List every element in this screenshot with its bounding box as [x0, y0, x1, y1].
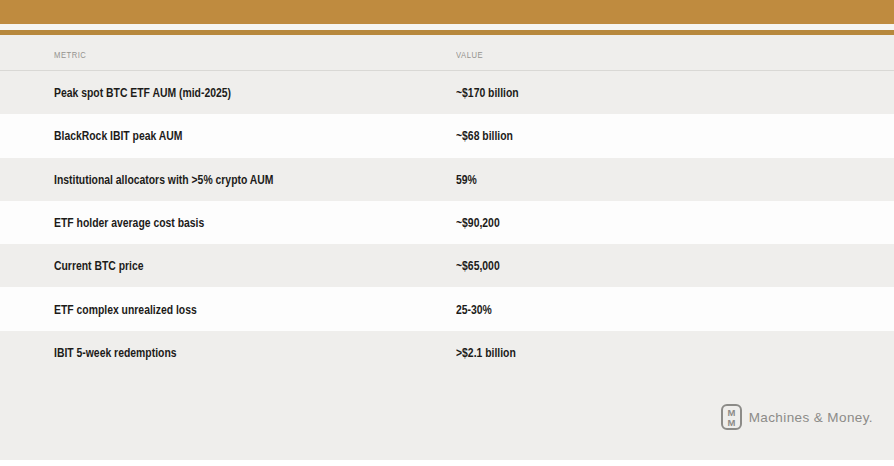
- metric-text: BlackRock IBIT peak AUM: [54, 128, 183, 143]
- brand-name: Machines & Money.: [749, 410, 873, 425]
- value-text: ~$65,000: [456, 258, 500, 273]
- value-text: ~$68 billion: [456, 128, 513, 143]
- bottom-strip: [0, 460, 894, 466]
- metric-text: ETF holder average cost basis: [54, 215, 204, 230]
- value-cell: ~$68 billion: [456, 128, 894, 143]
- table-header-row: METRIC VALUE: [0, 35, 894, 71]
- metric-cell: Peak spot BTC ETF AUM (mid-2025): [0, 85, 456, 100]
- metric-text: Peak spot BTC ETF AUM (mid-2025): [54, 85, 231, 100]
- metric-text: IBIT 5-week redemptions: [54, 345, 177, 360]
- table-row: Current BTC price ~$65,000: [0, 244, 894, 287]
- table-row: IBIT 5-week redemptions >$2.1 billion: [0, 331, 894, 374]
- column-header-value: VALUE: [456, 50, 483, 60]
- value-cell: ~$170 billion: [456, 85, 894, 100]
- value-text: ~$170 billion: [456, 85, 519, 100]
- value-cell: 25-30%: [456, 302, 894, 317]
- value-text: ~$90,200: [456, 215, 500, 230]
- svg-text:M: M: [727, 407, 735, 418]
- value-text: >$2.1 billion: [456, 345, 516, 360]
- value-text: 59%: [456, 172, 477, 187]
- table-row: BlackRock IBIT peak AUM ~$68 billion: [0, 114, 894, 157]
- metric-text: Current BTC price: [54, 258, 144, 273]
- footer: M M Machines & Money.: [0, 374, 894, 460]
- table-row: Peak spot BTC ETF AUM (mid-2025) ~$170 bi…: [0, 71, 894, 114]
- svg-text:M: M: [727, 417, 735, 428]
- metric-cell: Institutional allocators with >5% crypto…: [0, 172, 456, 187]
- metric-cell: ETF complex unrealized loss: [0, 302, 456, 317]
- metric-text: Institutional allocators with >5% crypto…: [54, 172, 273, 187]
- metric-cell: IBIT 5-week redemptions: [0, 345, 456, 360]
- table-row: ETF holder average cost basis ~$90,200: [0, 201, 894, 244]
- value-text: 25-30%: [456, 302, 492, 317]
- column-header-metric: METRIC: [54, 50, 86, 60]
- table-row: Institutional allocators with >5% crypto…: [0, 158, 894, 201]
- top-brand-band: [0, 0, 894, 24]
- value-cell: ~$90,200: [456, 215, 894, 230]
- value-cell: ~$65,000: [456, 258, 894, 273]
- value-cell: >$2.1 billion: [456, 345, 894, 360]
- metric-text: ETF complex unrealized loss: [54, 302, 197, 317]
- metric-cell: Current BTC price: [0, 258, 456, 273]
- metric-cell: BlackRock IBIT peak AUM: [0, 128, 456, 143]
- brand-lockup: M M Machines & Money.: [721, 404, 873, 430]
- table-body: Peak spot BTC ETF AUM (mid-2025) ~$170 bi…: [0, 71, 894, 374]
- value-cell: 59%: [456, 172, 894, 187]
- metric-cell: ETF holder average cost basis: [0, 215, 456, 230]
- machines-money-logo-icon: M M: [721, 404, 742, 430]
- table-row: ETF complex unrealized loss 25-30%: [0, 287, 894, 330]
